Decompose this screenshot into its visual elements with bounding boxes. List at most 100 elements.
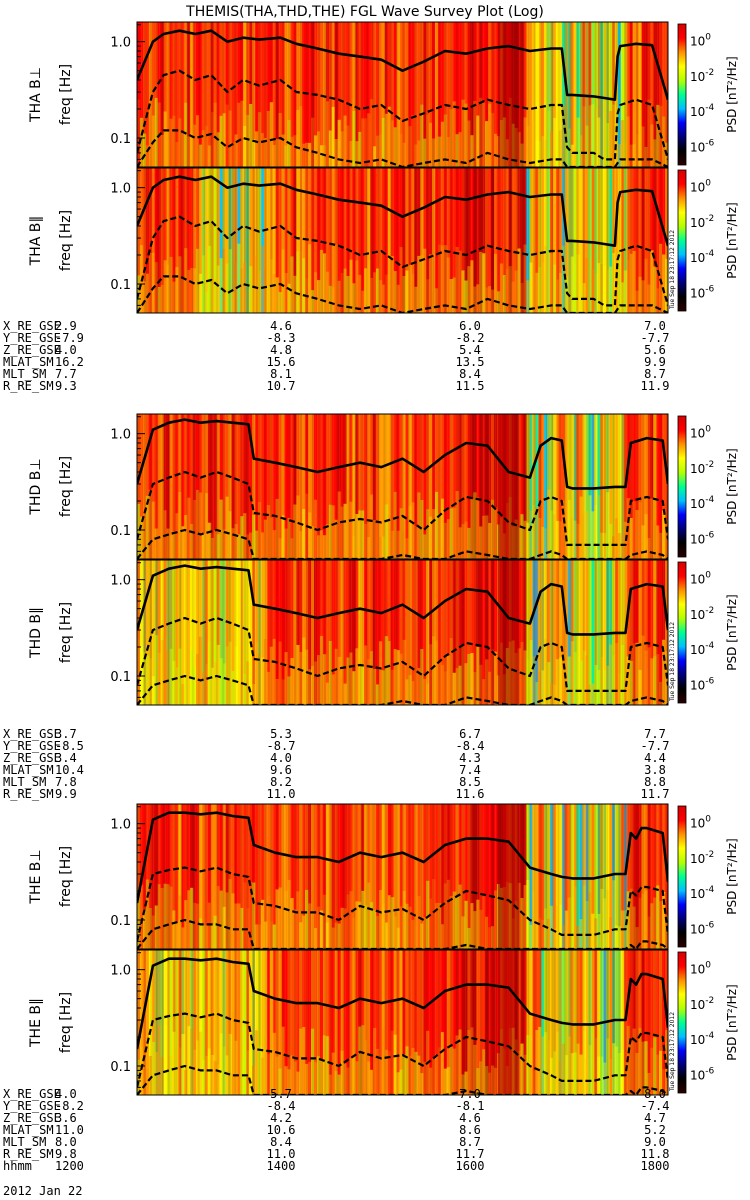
ephemeris-name: Y_RE_GSE (3, 331, 61, 345)
colorbar-tick-label: 10-4 (690, 641, 715, 657)
y-tick-label: 1.0 (110, 574, 131, 589)
ephemeris-name: Z_RE_GSE (3, 343, 61, 357)
ephemeris-value: 16.2 (55, 355, 84, 369)
reference-line-dash2 (137, 129, 668, 167)
ephemeris-value: 4.8 (270, 343, 292, 357)
y-tick-label: 1.0 (110, 964, 131, 979)
reference-line-solid (137, 175, 668, 247)
ephemeris-value: 8.2 (270, 775, 292, 789)
ephemeris-value: 2.9 (55, 319, 77, 333)
ephemeris-value: 1800 (641, 1159, 670, 1173)
y-tick-label: 0.1 (110, 1060, 131, 1075)
colorbar-label: PSD [nT²/Hz] (725, 448, 739, 524)
colorbar-tick-exponent: -6 (705, 138, 714, 148)
reference-line-dash2 (137, 1064, 668, 1095)
ephemeris-name: MLT_SM (3, 367, 46, 381)
ephemeris-value: 3.7 (55, 727, 77, 741)
ephemeris-name: Y_RE_GSE (3, 739, 61, 753)
ephemeris-value: 7.4 (459, 763, 481, 777)
colorbar-tick-exponent: -2 (705, 850, 714, 860)
ephemeris-value: 8.6 (459, 1123, 481, 1137)
colorbar-tick-label: 10-6 (690, 920, 715, 936)
ephemeris-value: 6.7 (459, 727, 481, 741)
colorbar (677, 561, 687, 704)
ephemeris-value: 11.7 (456, 1147, 485, 1161)
ephemeris-value: 7.0 (459, 1087, 481, 1101)
reference-line-dash2 (137, 674, 668, 705)
spectrogram (137, 414, 668, 559)
ephemeris-value: 9.0 (644, 1135, 666, 1149)
ephemeris-value: 3.8 (644, 763, 666, 777)
colorbar (677, 169, 687, 312)
ephemeris-name: MLAT_SM (3, 763, 54, 777)
colorbar-tick-label: 100 (690, 815, 711, 831)
colorbar-tick-exponent: 0 (705, 571, 711, 581)
ephemeris-value: 9.3 (55, 379, 77, 393)
y-tick-label: 1.0 (110, 36, 131, 51)
colorbar-tick-label: 100 (690, 571, 711, 587)
y-axis-label: freq [Hz] (58, 602, 74, 663)
ephemeris-name: Z_RE_GSE (3, 1111, 61, 1125)
reference-line-dash1 (137, 1012, 668, 1088)
y-axis-label: freq [Hz] (58, 846, 74, 907)
reference-line-dash2 (137, 528, 668, 559)
colorbar-label: PSD [nT²/Hz] (725, 838, 739, 914)
panel-frame (136, 949, 669, 1096)
ephemeris-value: 1600 (456, 1159, 485, 1173)
colorbar-tick-exponent: 0 (705, 179, 711, 189)
reference-line-dash1 (137, 616, 668, 693)
reference-line-dash1 (137, 215, 668, 307)
spectrogram-panels: 1.0 0.1 THA B⊥ freq [Hz] 100 10-2 10-4 10-6 PSD … (28, 21, 739, 1096)
colorbar-tick-exponent: 0 (705, 425, 711, 435)
ephemeris-name: X_RE_GSE (3, 1087, 61, 1101)
timestamp-stamp: Tue Sep 18 23:17:12 2012 (669, 1012, 676, 1092)
ephemeris-name: R_RE_SM (3, 379, 54, 393)
colorbar-tick-exponent: -4 (705, 1031, 714, 1041)
ephemeris-value: 8.4 (270, 1135, 292, 1149)
ephemeris-value: 7.7 (55, 367, 77, 381)
ephemeris-value: 8.0 (55, 1135, 77, 1149)
colorbar-tick-exponent: -4 (705, 641, 714, 651)
reference-line-dash1 (137, 866, 668, 942)
ephemeris-value: -8.3 (267, 331, 296, 345)
colorbar-tick-label: 10-6 (690, 676, 715, 692)
ephemeris-value: 11.5 (456, 379, 485, 393)
ephemeris-value: 3.6 (55, 1111, 77, 1125)
ephemeris-value: 11.0 (55, 1123, 84, 1137)
ephemeris-value: -8.4 (267, 1099, 296, 1113)
timestamp-stamp: Tue Sep 18 23:17:12 2012 (669, 230, 676, 310)
panel-tha-perp: 1.0 0.1 THA B⊥ freq [Hz] 100 10-2 10-4 10-6 PSD … (28, 21, 739, 168)
ephemeris-value: 9.8 (55, 1147, 77, 1161)
ephemeris-value: 1200 (55, 1159, 84, 1173)
colorbar-tick-label: 10-2 (690, 460, 714, 476)
colorbar-tick-exponent: -2 (705, 606, 714, 616)
ephemeris-value: 7.0 (644, 319, 666, 333)
ephemeris-value: 1400 (267, 1159, 296, 1173)
panel-label: THD B∥ (28, 607, 44, 659)
ephemeris-value: 8.7 (459, 1135, 481, 1149)
ephemeris-value: 11.9 (641, 379, 670, 393)
ephemeris-value: -8.7 (267, 739, 296, 753)
colorbar (677, 415, 687, 558)
spectrogram (137, 950, 668, 1095)
colorbar (677, 951, 687, 1094)
ephemeris-value: 5.7 (270, 1087, 292, 1101)
ephemeris-value: 15.6 (267, 355, 296, 369)
ephemeris-value: 4.0 (55, 1087, 77, 1101)
reference-line-solid (137, 811, 668, 904)
ephemeris-value: 8.0 (644, 1087, 666, 1101)
reference-line-solid (137, 418, 668, 490)
panel-thd-par: 1.0 0.1 THD B∥ freq [Hz] 100 10-2 10-4 10-6 PSD … (28, 559, 739, 706)
colorbar-tick-label: 10-2 (690, 68, 714, 84)
ephemeris-value: -8.2 (55, 1099, 84, 1113)
y-tick-label: 1.0 (110, 428, 131, 443)
colorbar-tick-label: 10-2 (690, 850, 714, 866)
colorbar-tick-exponent: -6 (705, 676, 714, 686)
panel-thd-perp: 1.0 0.1 THD B⊥ freq [Hz] 100 10-2 10-4 10-6 PSD … (28, 413, 739, 560)
colorbar-tick-exponent: -6 (705, 284, 714, 294)
colorbar-tick-exponent: 0 (705, 33, 711, 43)
colorbar-tick-label: 10-2 (690, 996, 714, 1012)
ephemeris-value: 13.5 (456, 355, 485, 369)
colorbar-tick-label: 10-6 (690, 138, 715, 154)
